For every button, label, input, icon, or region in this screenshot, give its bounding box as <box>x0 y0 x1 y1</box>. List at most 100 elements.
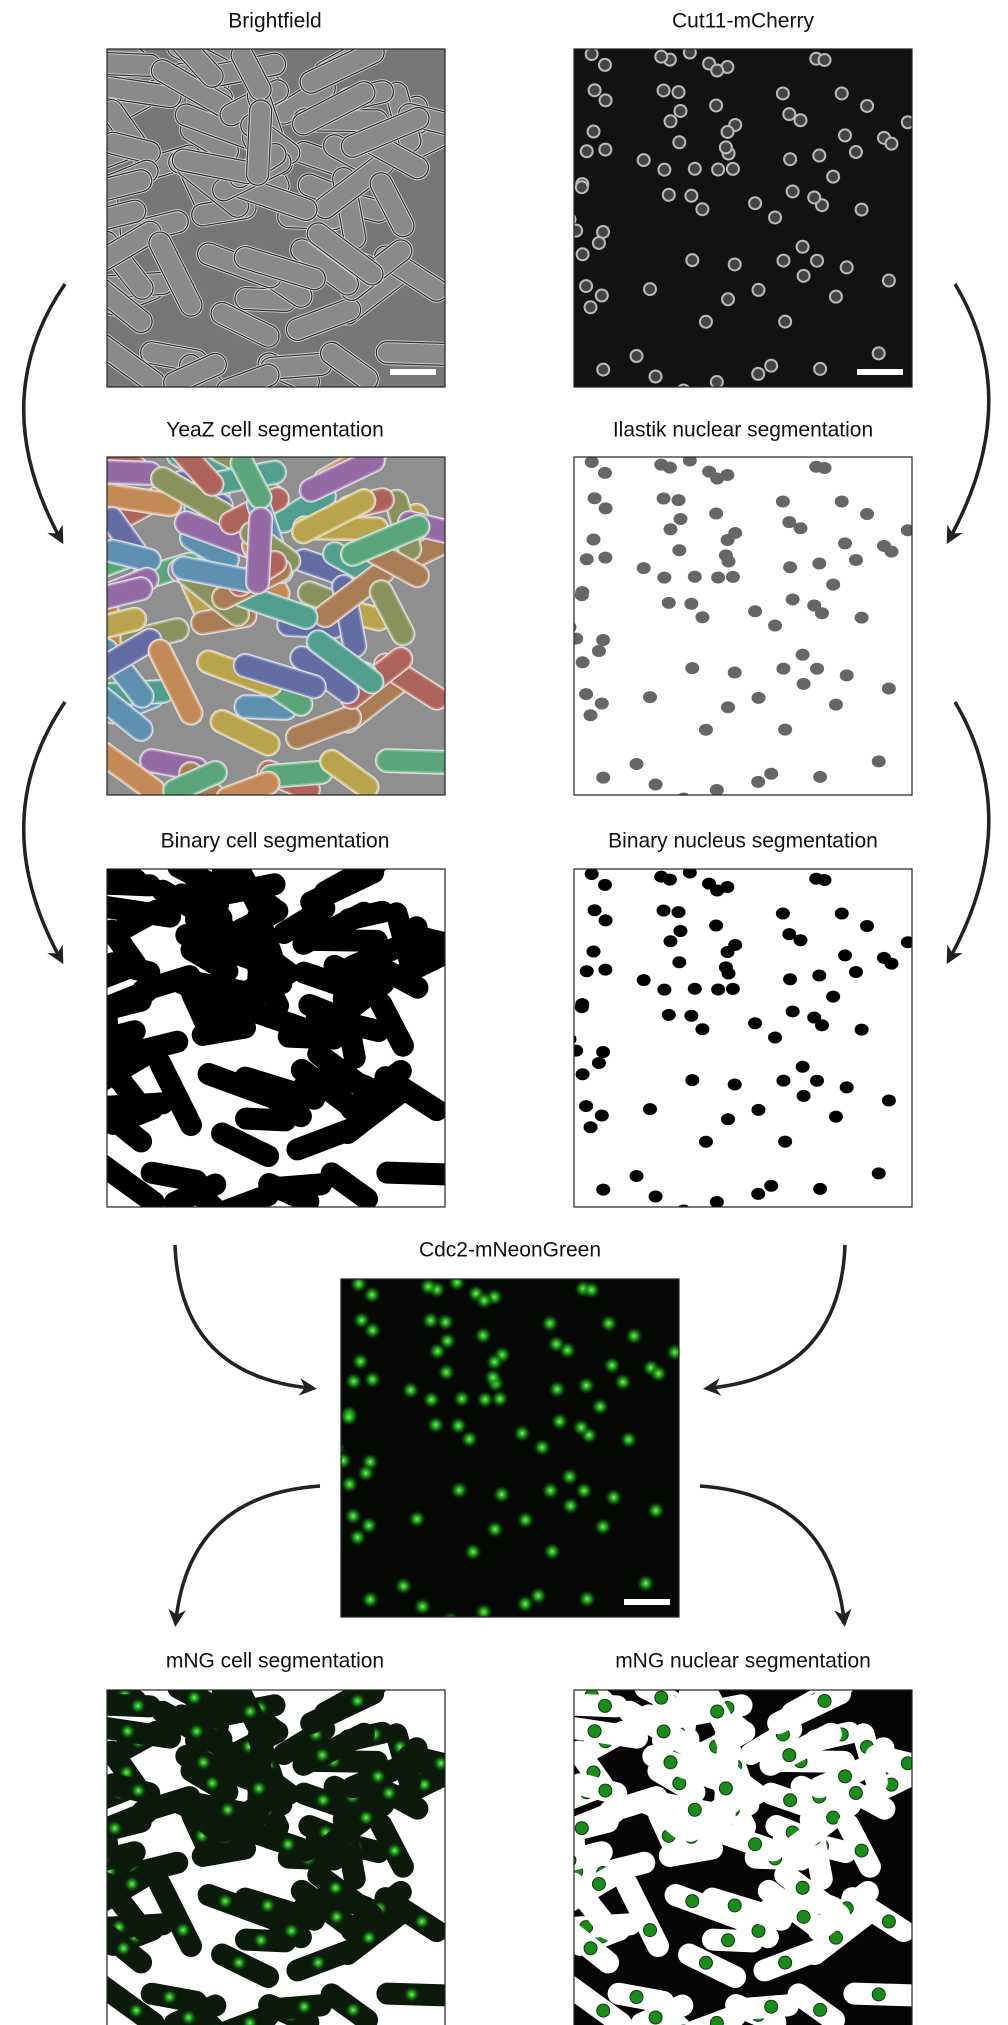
nucleus <box>748 1017 762 1029</box>
nucleus <box>598 467 612 479</box>
panel-content <box>75 16 476 416</box>
nucleus <box>777 87 789 99</box>
nucleus <box>598 552 612 564</box>
panel-title: mNG nuclear segmentation <box>615 1650 871 1673</box>
nucleus <box>575 589 589 601</box>
nucleus <box>752 284 764 296</box>
nucleus-signal <box>175 1922 191 1938</box>
arrow <box>176 1486 320 1620</box>
nucleus <box>658 164 670 176</box>
nucleus <box>838 1770 851 1783</box>
nucleus <box>856 204 868 216</box>
nucleus <box>657 492 671 504</box>
nucleus <box>588 126 600 138</box>
nucleus <box>589 84 601 96</box>
nucleus <box>700 316 712 328</box>
nucleus-signal <box>541 1482 559 1500</box>
nucleus <box>836 87 848 99</box>
nucleus <box>685 662 699 674</box>
nucleus-signal <box>353 1311 371 1329</box>
nucleus-signal <box>328 1880 344 1896</box>
nucleus <box>813 150 825 162</box>
nucleus <box>585 456 599 468</box>
nucleus <box>655 51 667 63</box>
nucleus <box>797 241 809 253</box>
nucleus <box>826 579 840 591</box>
nucleus-signal <box>186 1690 202 1706</box>
nucleus <box>678 384 690 396</box>
nucleus <box>728 1899 741 1912</box>
image-panel <box>327 1274 683 1630</box>
nucleus <box>784 1794 797 1807</box>
nucleus <box>884 546 898 558</box>
nucleus-signal <box>428 1342 446 1360</box>
nucleus <box>751 776 765 788</box>
nucleus <box>595 697 609 709</box>
nucleus <box>884 958 898 970</box>
nucleus <box>829 1111 843 1123</box>
nucleus <box>663 523 677 535</box>
nucleus <box>901 936 915 948</box>
nucleus-signal <box>181 2010 197 2025</box>
nucleus-signal <box>543 1543 561 1561</box>
nucleus <box>592 1877 605 1890</box>
nucleus <box>861 100 873 112</box>
nucleus <box>577 248 589 260</box>
nucleus-signal <box>350 1693 366 1709</box>
nucleus-signal <box>591 1398 609 1416</box>
nucleus <box>575 1822 588 1835</box>
nucleus <box>673 925 687 937</box>
nucleus <box>721 1113 735 1125</box>
nucleus <box>649 1191 663 1203</box>
nucleus <box>643 691 657 703</box>
nucleus <box>699 1956 712 1969</box>
panel-title: Cdc2-mNeonGreen <box>419 1239 601 1262</box>
nucleus <box>749 197 761 209</box>
nucleus <box>585 868 599 880</box>
nucleus <box>596 772 610 784</box>
nucleus <box>882 683 896 695</box>
nucleus <box>798 270 810 282</box>
nucleus-signal <box>547 1335 565 1353</box>
nucleus <box>882 1915 895 1928</box>
nucleus <box>579 688 593 700</box>
nucleus <box>807 599 821 611</box>
nucleus-signal <box>352 1353 370 1371</box>
nucleus <box>709 507 723 519</box>
nucleus <box>720 141 732 153</box>
image-panel <box>75 1657 476 2025</box>
panel-content <box>75 1657 476 2025</box>
arrow <box>700 1486 844 1620</box>
nucleus <box>782 928 796 940</box>
nucleus <box>710 784 724 796</box>
nucleus-signal <box>120 1723 136 1739</box>
nucleus-signal <box>329 1909 345 1925</box>
nucleus-signal <box>414 1914 430 1930</box>
nucleus <box>655 1691 668 1704</box>
nucleus-signal <box>422 1391 440 1409</box>
nucleus-signal <box>404 1986 420 2002</box>
nucleus-signal <box>551 1412 569 1430</box>
nucleus <box>569 633 583 645</box>
nucleus-signal <box>130 1698 146 1714</box>
nucleus-signal <box>649 1365 667 1383</box>
nucleus <box>580 553 594 565</box>
nucleus <box>855 1024 869 1036</box>
nucleus-signal <box>345 1372 363 1390</box>
nucleus <box>685 190 697 202</box>
image-panel <box>563 47 913 397</box>
nucleus <box>776 1075 790 1087</box>
panel-title: Cut11-mCherry <box>672 10 814 33</box>
nucleus <box>721 701 735 713</box>
image-panel <box>562 455 914 805</box>
nucleus <box>779 1956 792 1969</box>
nucleus <box>672 494 686 506</box>
nucleus-signal <box>475 1292 493 1310</box>
nucleus <box>764 768 778 780</box>
nucleus <box>588 492 602 504</box>
nucleus-signal <box>548 1380 566 1398</box>
nucleus <box>855 612 869 624</box>
panel-background <box>574 457 912 795</box>
nucleus <box>600 94 612 106</box>
nucleus <box>685 1074 699 1086</box>
